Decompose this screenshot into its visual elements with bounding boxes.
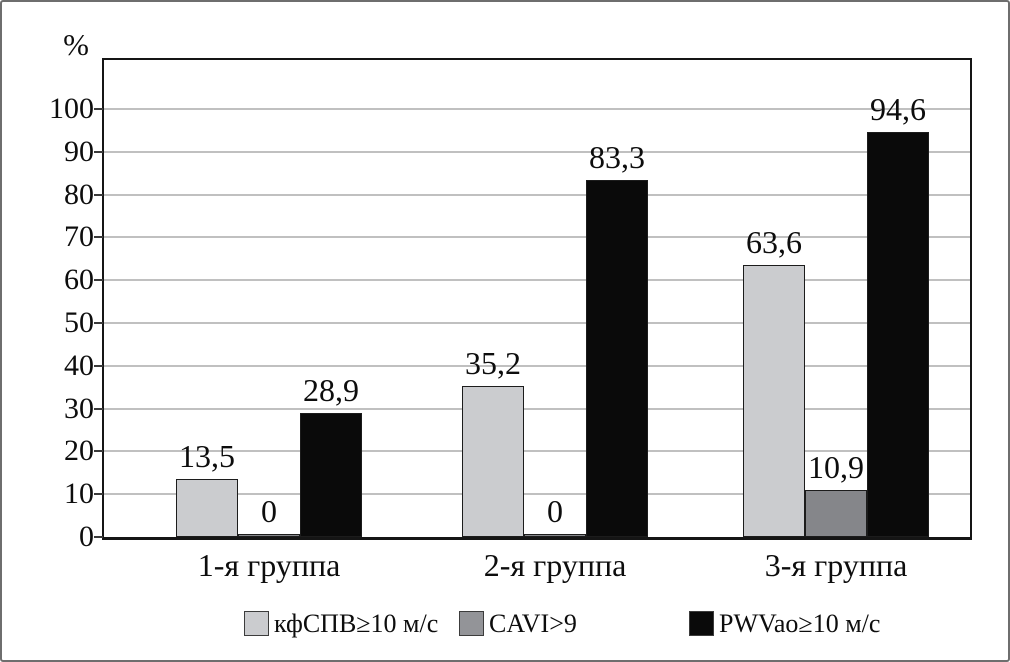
legend-label: CAVI>9 — [489, 609, 577, 638]
gridline — [104, 193, 970, 196]
y-tick-label: 0 — [79, 520, 94, 553]
bar-black — [586, 180, 648, 537]
legend-swatch — [459, 611, 484, 636]
gridline — [104, 322, 970, 324]
bar-dark-gray — [238, 534, 300, 537]
y-tick-label: 90 — [64, 134, 94, 168]
legend-swatch — [244, 611, 269, 636]
y-tick-mark — [94, 236, 103, 239]
y-tick-label: 10 — [64, 477, 94, 511]
bar-dark-gray — [805, 490, 867, 537]
y-tick-label: 100 — [49, 92, 94, 125]
y-tick-mark — [94, 193, 103, 196]
y-tick-mark — [94, 493, 103, 496]
y-tick-mark — [94, 108, 103, 110]
bar-black — [867, 132, 929, 537]
bar-light-gray — [462, 386, 524, 537]
y-tick-label: 20 — [64, 434, 94, 468]
legend-swatch — [689, 611, 714, 636]
gridline — [104, 236, 970, 239]
y-axis-unit-label: % — [63, 27, 89, 62]
bar-light-gray — [743, 264, 805, 537]
gridline — [104, 450, 970, 453]
bar-value-label: 28,9 — [303, 372, 359, 409]
y-tick-label: 50 — [64, 306, 94, 339]
plot-area: 13,5 0 28,9 35,2 0 83,3 63,6 10,9 94,6 — [102, 58, 972, 540]
bar-value-label: 13,5 — [179, 438, 235, 475]
x-axis-label: 2-я группа — [483, 547, 627, 583]
bar-value-label: 10,9 — [808, 449, 864, 486]
gridline — [104, 493, 970, 496]
legend-label: кфСПВ≥10 м/с — [274, 609, 439, 638]
y-tick-label: 70 — [64, 220, 94, 254]
bar-light-gray — [176, 479, 238, 537]
gridline — [104, 407, 970, 410]
bar-dark-gray — [524, 534, 586, 537]
legend-label: PWVao≥10 м/с — [719, 609, 881, 638]
bar-value-label: 0 — [547, 493, 563, 529]
y-tick-label: 30 — [64, 391, 94, 425]
bar-value-label: 63,6 — [746, 223, 802, 260]
gridline — [104, 108, 970, 110]
y-tick-label: 60 — [64, 263, 94, 297]
bar-black — [300, 413, 362, 537]
x-axis-label: 3-я группа — [764, 547, 908, 583]
bar-value-label: 35,2 — [465, 345, 521, 382]
y-tick-label: 40 — [64, 348, 94, 382]
x-axis-label: 1-я группа — [197, 547, 341, 583]
gridline — [104, 150, 970, 153]
y-tick-mark — [94, 407, 103, 410]
gridline — [104, 279, 970, 282]
bar-value-label: 0 — [261, 493, 277, 529]
y-tick-mark — [94, 450, 103, 453]
gridline — [104, 364, 970, 367]
y-tick-mark — [94, 279, 103, 282]
y-tick-mark — [94, 150, 103, 153]
y-tick-mark — [94, 322, 103, 324]
y-tick-label: 80 — [64, 177, 94, 211]
bar-value-label: 94,6 — [870, 91, 926, 128]
bar-value-label: 83,3 — [589, 139, 645, 176]
y-tick-mark — [94, 536, 103, 538]
y-tick-mark — [94, 364, 103, 367]
